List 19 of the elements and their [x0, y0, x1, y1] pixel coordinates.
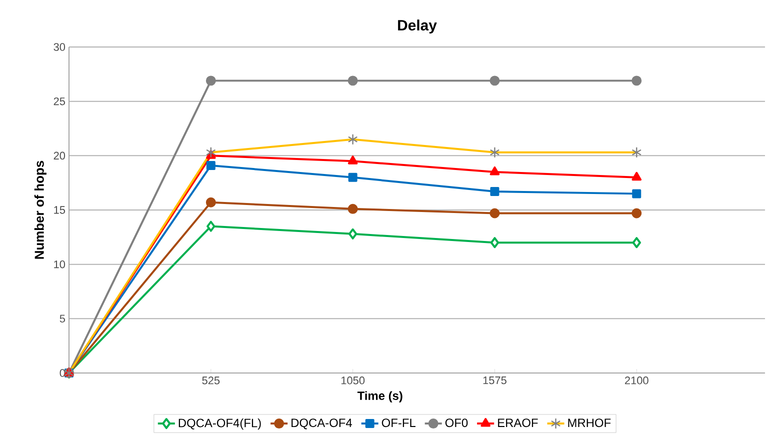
y-tick-label: 15 [54, 206, 66, 214]
x-axis-title: Time (s) [357, 391, 402, 402]
x-tick-label: 2100 [624, 376, 648, 384]
chart-title: Delay [398, 20, 437, 34]
legend-label: DQCA-OF4 [292, 418, 352, 430]
y-tick-label: 5 [60, 314, 66, 322]
legend-label: DQCA-OF4(FL) [178, 418, 261, 430]
legend-label: MRHOF [568, 418, 611, 428]
x-tick-label: 525 [202, 376, 220, 384]
legend-label: OF-FL [382, 418, 416, 428]
y-axis-title: Number of hops [34, 160, 46, 259]
y-tick-label: 25 [54, 97, 66, 106]
x-tick-label: 1050 [341, 376, 365, 384]
y-tick-label: 30 [54, 43, 66, 51]
legend-label: OF0 [445, 418, 468, 428]
legend-label: ERAOF [498, 418, 538, 428]
y-tick-label: 10 [54, 260, 66, 268]
y-tick-label: 20 [54, 152, 66, 160]
x-tick-label: 1575 [483, 376, 506, 384]
